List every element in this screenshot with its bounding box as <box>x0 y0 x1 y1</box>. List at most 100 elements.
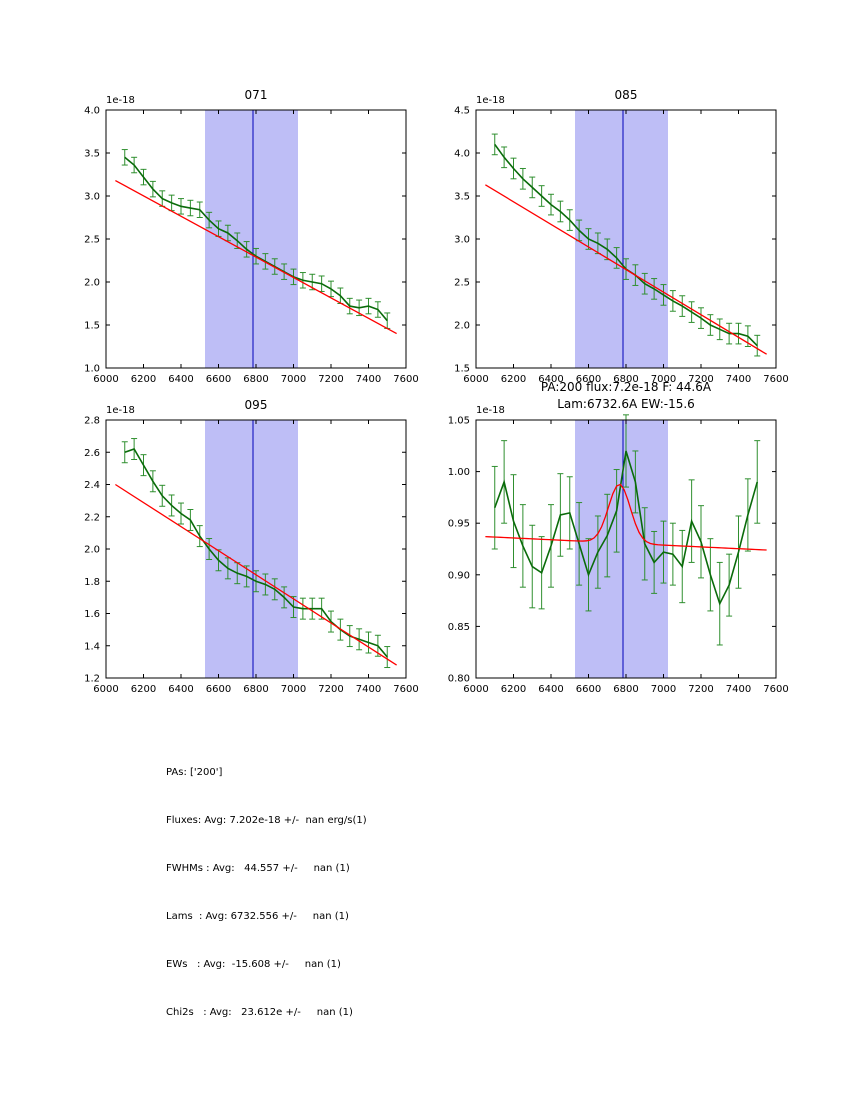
x-tick-label: 7600 <box>393 374 418 385</box>
fit-line <box>115 179 397 335</box>
y-tick-label: 4.0 <box>454 149 470 160</box>
axis-offset-label: 1e-18 <box>476 405 505 416</box>
y-tick-label: 2.5 <box>454 278 470 289</box>
x-tick-label: 7000 <box>651 374 676 385</box>
stats-line-chi2s: Chi2s : Avg: 23.612e +/- nan (1) <box>166 1007 353 1018</box>
spectrum-line <box>493 450 759 606</box>
y-tick-label: 2.6 <box>84 448 100 459</box>
y-tick-label: 0.95 <box>448 519 470 530</box>
x-tick-label: 7600 <box>393 684 418 695</box>
y-tick-label: 3.0 <box>454 235 470 246</box>
fit-line <box>485 184 767 355</box>
y-tick-label: 1.5 <box>454 364 470 375</box>
x-tick-label: 6800 <box>613 684 638 695</box>
x-tick-label: 7200 <box>688 374 713 385</box>
y-tick-label: 2.5 <box>84 235 100 246</box>
x-tick-label: 6200 <box>501 374 526 385</box>
axis-offset-label: 1e-18 <box>476 95 505 106</box>
y-tick-label: 2.2 <box>84 512 100 523</box>
x-tick-label: 7600 <box>763 684 788 695</box>
stats-line-pas: PAs: ['200'] <box>166 767 223 778</box>
y-tick-label: 2.0 <box>84 545 100 556</box>
y-tick-label: 3.0 <box>84 192 100 203</box>
highlight-band <box>205 420 298 678</box>
x-tick-label: 6600 <box>576 684 601 695</box>
y-tick-label: 3.5 <box>454 192 470 203</box>
y-tick-label: 1.6 <box>84 609 100 620</box>
x-tick-label: 7000 <box>281 684 306 695</box>
x-tick-label: 6200 <box>131 684 156 695</box>
spectrum-plot-085: 6000 6200 6400 6600 6800 7000 7200 7400 7600 1.5 2… <box>454 95 789 386</box>
y-tick-label: 2.8 <box>84 416 100 427</box>
y-tick-label: 2.4 <box>84 480 100 491</box>
x-tick-label: 7400 <box>726 374 751 385</box>
x-tick-label: 6400 <box>168 374 193 385</box>
x-tick-label: 6800 <box>243 684 268 695</box>
fit-title-line-2: Lam:6732.6A EW:-15.6 <box>557 397 695 411</box>
spectrum-plot-fit: 6000 6200 6400 6600 6800 7000 7200 7400 7600 0.80… <box>448 405 789 696</box>
highlight-band <box>575 420 668 678</box>
x-tick-label: 6800 <box>613 374 638 385</box>
y-tick-label: 1.05 <box>448 416 470 427</box>
highlight-band <box>205 110 298 368</box>
subplot-title-071: 071 <box>244 88 268 102</box>
x-tick-label: 7400 <box>726 684 751 695</box>
x-tick-label: 7200 <box>318 374 343 385</box>
y-tick-label: 1.5 <box>84 321 100 332</box>
axis-offset-label: 1e-18 <box>106 95 135 106</box>
spectrum-plot-095: 6000 6200 6400 6600 6800 7000 7200 7400 7600 1.2 1… <box>84 405 419 696</box>
x-tick-label: 7400 <box>356 684 381 695</box>
y-tick-label: 0.80 <box>448 674 470 685</box>
y-tick-label: 1.2 <box>84 674 100 685</box>
x-tick-label: 6400 <box>538 684 563 695</box>
x-tick-label: 6000 <box>93 374 118 385</box>
axis-ticks: 6000 6200 6400 6600 6800 7000 7200 7400 7600 1.0 1… <box>84 106 419 386</box>
fit-line <box>115 483 397 666</box>
subplot-title-fit: PA:200 flux:7.2e-18 F: 44.6A Lam:6732.6A… <box>476 379 776 413</box>
axis-ticks: 6000 6200 6400 6600 6800 7000 7200 7400 7600 1.5 2… <box>454 106 789 386</box>
x-tick-label: 6600 <box>576 374 601 385</box>
y-tick-label: 4.5 <box>454 106 470 117</box>
x-tick-label: 6600 <box>206 374 231 385</box>
x-tick-label: 6600 <box>206 684 231 695</box>
highlight-band <box>575 110 668 368</box>
stats-line-ews: EWs : Avg: -15.608 +/- nan (1) <box>166 959 341 970</box>
axis-ticks: 6000 6200 6400 6600 6800 7000 7200 7400 7600 1.2 1… <box>84 416 419 696</box>
y-tick-label: 1.8 <box>84 577 100 588</box>
spectrum-line <box>124 448 388 658</box>
y-tick-label: 1.0 <box>84 364 100 375</box>
stats-line-fluxes: Fluxes: Avg: 7.202e-18 +/- nan erg/s(1) <box>166 815 367 826</box>
x-tick-label: 6000 <box>93 684 118 695</box>
fit-line <box>485 483 767 551</box>
fit-title-line-1: PA:200 flux:7.2e-18 F: 44.6A <box>540 380 712 394</box>
axis-ticks: 6000 6200 6400 6600 6800 7000 7200 7400 7600 0.80… <box>448 416 789 696</box>
y-tick-label: 1.4 <box>84 641 100 652</box>
x-tick-label: 7200 <box>688 684 713 695</box>
stats-summary: PAs: ['200'] Fluxes: Avg: 7.202e-18 +/- … <box>166 745 367 1055</box>
x-tick-label: 6000 <box>463 374 488 385</box>
y-tick-label: 2.0 <box>454 321 470 332</box>
y-tick-label: 0.85 <box>448 622 470 633</box>
x-tick-label: 7600 <box>763 374 788 385</box>
x-tick-label: 7200 <box>318 684 343 695</box>
x-tick-label: 7000 <box>281 374 306 385</box>
subplot-title-095: 095 <box>244 398 268 412</box>
x-tick-label: 6400 <box>538 374 563 385</box>
y-tick-label: 1.00 <box>448 467 470 478</box>
x-tick-label: 6400 <box>168 684 193 695</box>
stats-line-lams: Lams : Avg: 6732.556 +/- nan (1) <box>166 911 349 922</box>
axis-offset-label: 1e-18 <box>106 405 135 416</box>
y-tick-label: 0.90 <box>448 570 470 581</box>
y-tick-label: 2.0 <box>84 278 100 289</box>
x-tick-label: 7000 <box>651 684 676 695</box>
x-tick-label: 6800 <box>243 374 268 385</box>
y-tick-label: 3.5 <box>84 149 100 160</box>
x-tick-label: 6200 <box>501 684 526 695</box>
x-tick-label: 7400 <box>356 374 381 385</box>
spectrum-plot-071: 6000 6200 6400 6600 6800 7000 7200 7400 7600 1.0 1… <box>84 95 419 386</box>
y-tick-label: 4.0 <box>84 106 100 117</box>
x-tick-label: 6200 <box>131 374 156 385</box>
x-tick-label: 6000 <box>463 684 488 695</box>
spectrum-line <box>124 156 388 322</box>
